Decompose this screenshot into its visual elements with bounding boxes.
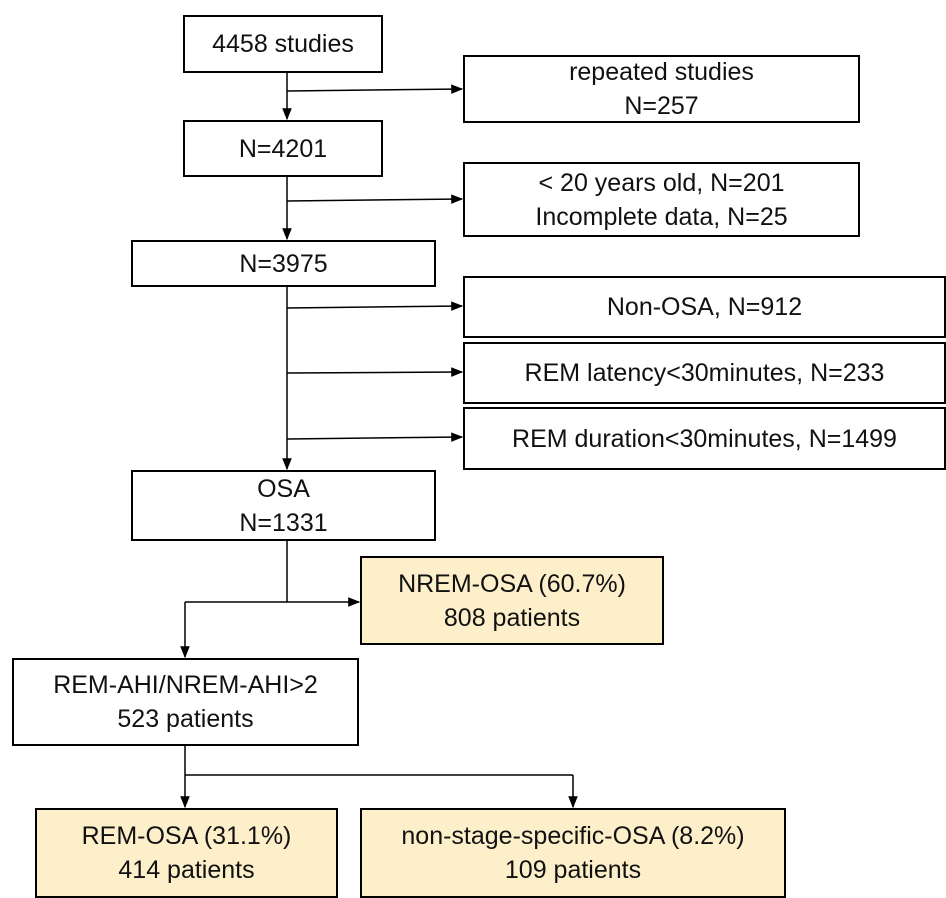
node-text: < 20 years old, N=201 bbox=[538, 168, 785, 197]
node: 4458 studies bbox=[183, 15, 383, 73]
arrow bbox=[286, 194, 464, 204]
node: REM-AHI/NREM-AHI>2 523 patients bbox=[12, 658, 359, 746]
node-text: NREM-OSA (60.7%) bbox=[398, 569, 626, 598]
node: NREM-OSA (60.7%) 808 patients bbox=[360, 556, 664, 645]
node-text: non-stage-specific-OSA (8.2%) bbox=[401, 822, 745, 850]
node: REM duration<30minutes, N=1499 bbox=[463, 407, 946, 470]
node-text: Non-OSA, N=912 bbox=[606, 293, 803, 321]
node: OSA N=1331 bbox=[131, 470, 436, 541]
arrow bbox=[286, 301, 464, 311]
arrow bbox=[286, 367, 464, 377]
node: repeated studies N=257 bbox=[463, 55, 860, 123]
node: REM-OSA (31.1%) 414 patients bbox=[35, 808, 338, 898]
node: REM latency<30minutes, N=233 bbox=[463, 342, 946, 404]
node-text: REM-OSA (31.1%) bbox=[81, 822, 292, 850]
node: non-stage-specific-OSA (8.2%) 109 patient… bbox=[360, 808, 786, 898]
arrow bbox=[286, 432, 464, 442]
node-text: repeated studies bbox=[569, 58, 754, 86]
node-text: N=3975 bbox=[239, 249, 328, 278]
node-text: REM latency<30minutes, N=233 bbox=[524, 359, 885, 387]
node-text: OSA bbox=[257, 474, 310, 503]
node: N=4201 bbox=[183, 120, 383, 177]
node-text: N=4201 bbox=[238, 134, 328, 163]
node-text: N=1331 bbox=[239, 508, 328, 537]
node: Non-OSA, N=912 bbox=[463, 276, 946, 338]
arrow bbox=[286, 84, 464, 94]
node-text: N=257 bbox=[624, 92, 699, 120]
node-text: REM duration<30minutes, N=1499 bbox=[512, 424, 897, 453]
node: N=3975 bbox=[131, 240, 436, 287]
node-text: 808 patients bbox=[443, 603, 581, 632]
node-text: 523 patients bbox=[117, 705, 254, 733]
node-text: 109 patients bbox=[504, 856, 642, 884]
node: < 20 years old, N=201 Incomplete data, N=… bbox=[463, 162, 860, 237]
node-text: Incomplete data, N=25 bbox=[535, 202, 788, 231]
node-text: 414 patients bbox=[118, 856, 255, 884]
node-text: REM-AHI/NREM-AHI>2 bbox=[53, 671, 318, 699]
node-text: 4458 studies bbox=[212, 30, 354, 58]
